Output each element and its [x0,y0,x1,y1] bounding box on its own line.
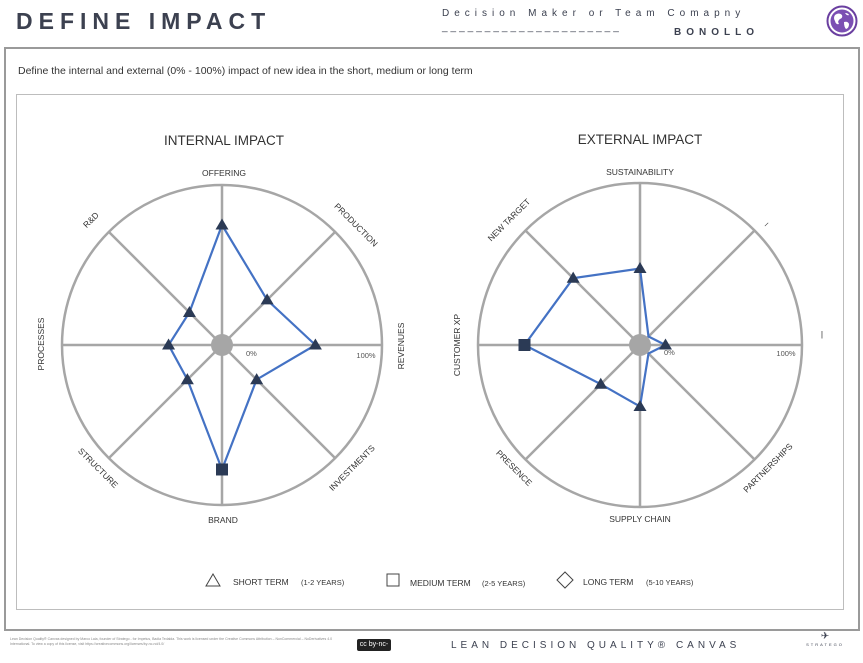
internal-impact-chart: INTERNAL IMPACT OFFERING PRODUCTION REVENU… [36,133,406,525]
short-term-marker[interactable] [260,293,274,305]
footer-brand: LEAN DECISION QUALITY® CANVAS [451,640,741,651]
internal-chart-title: INTERNAL IMPACT [164,133,284,148]
scale-min-label: 0% [664,348,675,357]
plane-icon: ✈ [820,631,830,642]
axis-label: INVESTMENTS [327,443,377,493]
axis-label: | [821,329,823,339]
short-term-marker[interactable] [633,400,647,412]
short-term-marker[interactable] [162,338,176,350]
axis-spoke [107,344,223,460]
axis-label: PRESENCE [494,448,534,488]
axis-label: OFFERING [202,168,246,178]
legend-short-years: (1-2 YEARS) [301,578,345,587]
legend: SHORT TERM (1-2 YEARS) MEDIUM TERM (2-5 … [205,571,694,589]
short-term-marker[interactable] [308,338,322,350]
decision-maker-field[interactable]: _____________________ [442,22,622,33]
axis-label: SUSTAINABILITY [606,167,674,177]
license-text: Lean Decision Quality® Canvas designed b… [10,637,333,646]
axis-spoke [524,229,641,346]
axis-label: SUPPLY CHAIN [609,514,671,524]
stratego-logo-text: STRATEGO [806,642,844,647]
scale-min-label: 0% [246,349,257,358]
medium-term-marker[interactable] [216,463,228,476]
axis-label: R&D [81,210,101,230]
legend-long-years: (5-10 YEARS) [646,578,694,587]
short-term-marker[interactable] [180,373,194,385]
legend-medium-term: MEDIUM TERM [410,578,471,588]
impact-polygon [167,222,318,473]
axis-spoke [221,230,337,346]
axis-spoke [524,344,641,461]
stratego-logo: ✈ STRATEGO [800,631,850,648]
axis-label: PARTNERSHIPS [741,441,795,495]
triangle-icon [205,573,221,587]
axis-label: NEW TARGET [486,197,533,244]
scale-max-label: 100% [776,349,796,358]
instructions-text: Define the internal and external (0% - 1… [18,65,473,77]
short-term-marker[interactable] [215,218,229,230]
axis-label: PRODUCTION [332,201,379,248]
center-hub [629,334,651,356]
external-impact-chart: EXTERNAL IMPACT SUSTAINABILITY – | PARTNERS… [452,132,823,524]
outer-ring [60,183,384,507]
short-term-marker[interactable] [659,338,672,350]
legend-short-term: SHORT TERM [233,577,289,587]
external-chart-title: EXTERNAL IMPACT [578,132,703,147]
legend-long-term: LONG TERM [583,577,633,587]
diamond-icon [556,571,574,589]
medium-term-marker[interactable] [518,339,531,351]
axis-spoke [221,344,337,460]
axis-label: REVENUES [396,322,406,369]
page-title: DEFINE IMPACT [16,8,272,34]
short-term-marker[interactable] [633,262,647,274]
decision-maker-label: Decision Maker or Team Comapny [442,8,746,19]
short-term-marker[interactable] [250,373,264,385]
axis-spoke [107,230,223,346]
axis-label: – [761,218,772,229]
cc-license-badge[interactable]: cc by-nc-nd [357,639,391,660]
short-term-marker[interactable] [566,271,580,283]
axis-label: CUSTOMER XP [452,314,462,377]
company-name: BONOLLO [674,27,759,38]
scale-max-label: 100% [356,351,376,360]
center-hub [211,334,233,356]
impact-panel [16,94,844,610]
short-term-marker[interactable] [182,305,196,317]
canvas-frame [4,47,860,631]
globe-icon [826,5,858,37]
short-term-marker[interactable] [594,377,608,389]
legend-medium-years: (2-5 YEARS) [482,579,526,588]
axis-label: PROCESSES [36,317,46,370]
axis-spoke [639,229,756,346]
axis-spoke [639,344,756,461]
outer-ring [476,181,804,509]
axis-label: BRAND [208,515,238,525]
square-icon [386,573,400,587]
